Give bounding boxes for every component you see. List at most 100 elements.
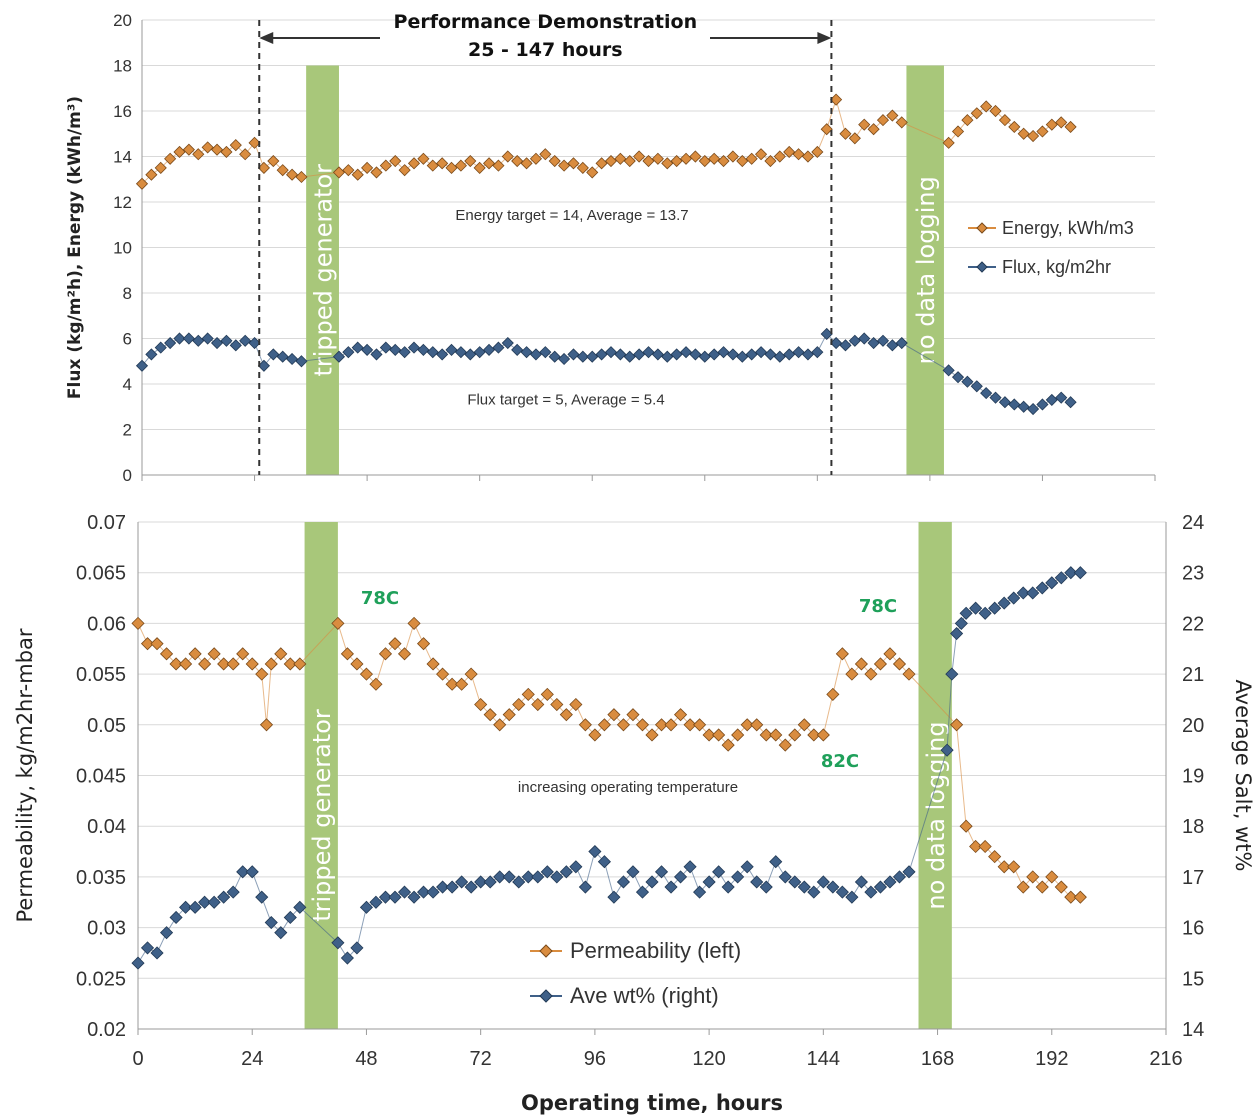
top-y-tick-label-0: 0 [123,466,132,485]
top-flux-point-28 [426,346,439,359]
bottom-permeability-point-66 [778,738,792,752]
temp-label-82c: 82C [821,751,859,772]
bottom-permeability-point-11 [236,647,250,661]
top-energy-point-9 [220,145,233,159]
top-energy-point-44 [576,161,589,174]
top-flux-point-5 [182,332,195,345]
top-flux-point-35 [492,341,505,354]
bottom-permeability-point-89 [1035,880,1049,894]
bottom-wt-point-57 [702,875,716,889]
bottom-permeability-point-90 [1045,870,1059,884]
top-energy-point-43 [567,157,580,170]
bottom-data-marks [131,566,1087,970]
top-flux-point-39 [529,348,543,361]
bottom-left-y-tick-label-5: 0.045 [76,766,126,788]
top-flux-point-1 [145,348,158,361]
bottom-permeability-point-64 [759,728,773,742]
top-energy-point-52 [651,152,664,165]
bottom-permeability-point-5 [179,657,193,671]
top-energy-point-10 [229,139,242,152]
bottom-permeability-point-35 [483,708,497,722]
bottom-permeability-point-45 [578,718,592,732]
x-axis-title: Operating time, hours [521,1091,783,1115]
top-energy-point-13 [257,161,271,174]
bottom-wt-point-27 [416,885,431,899]
bottom-wt-point-64 [769,855,783,869]
bottom-wt-point-14 [264,915,278,930]
bottom-wt-point-88 [1007,591,1021,605]
top-flux-point-69 [811,346,824,359]
top-energy-point-74 [858,118,871,131]
bottom-permeability-point-91 [1054,880,1068,894]
bottom-permeability-point-40 [531,697,545,712]
top-energy-point-36 [501,150,514,163]
bottom-wt-point-2 [150,946,164,960]
top-energy-point-41 [548,154,561,168]
bottom-wt-point-30 [445,880,459,894]
bottom-wt-point-79 [940,743,954,757]
top-flux-point-82 [970,380,983,393]
x-tick-label-5: 120 [692,1048,725,1070]
top-flux-point-73 [848,334,861,347]
top-flux-point-80 [951,371,965,384]
bottom-permeability-point-18 [293,657,307,671]
bottom-chart-panel: tripped generator no data logging 0.020.0… [13,512,1253,1115]
top-energy-point-21 [361,161,374,174]
top-y-tick-label-6: 12 [113,193,132,212]
legend-wt-marker [539,989,553,1003]
bottom-permeability-point-22 [359,667,374,681]
bottom-wt-point-29 [436,880,450,894]
bottom-wt-point-10 [226,885,240,899]
bottom-permeability-point-87 [1016,880,1030,894]
top-y-tick-label-10: 20 [113,11,132,30]
x-tick-labels: 0 24 48 72 96 120 144 168 192 216 [132,1048,1182,1070]
bottom-wt-point-80 [945,667,959,681]
bottom-permeability-point-25 [388,637,402,651]
top-flux-point-62 [745,348,758,361]
bottom-permeability-point-30 [436,667,450,681]
bottom-permeability-point-32 [455,677,469,691]
top-flux-point-84 [989,391,1002,404]
top-flux-point-54 [670,348,683,361]
bottom-permeability-point-6 [188,647,202,661]
bottom-permeability-point-24 [378,647,393,661]
bottom-wt-point-59 [721,880,735,894]
top-flux-point-3 [164,336,177,350]
bottom-permeability-point-15 [264,657,278,671]
bottom-permeability-point-81 [959,819,973,833]
top-flux-point-29 [436,348,449,361]
top-energy-point-27 [417,152,430,165]
bottom-wt-point-4 [169,910,183,925]
bottom-permeability-point-48 [607,708,621,722]
top-energy-point-47 [604,154,618,168]
legend-permeability-marker [539,944,553,958]
bottom-permeability-point-92 [1064,890,1078,904]
top-y-tick-label-7: 14 [113,148,132,167]
bottom-permeability-point-70 [816,728,830,742]
bottom-band-tripped-generator [304,522,338,1029]
top-flux-point-14 [267,348,280,361]
top-flux-point-27 [417,343,430,356]
bottom-wt-point-43 [569,860,583,874]
bottom-wt-point-13 [255,890,269,904]
top-energy-point-61 [736,154,749,168]
bottom-permeability-point-67 [788,728,802,742]
bottom-permeability-point-65 [769,728,783,742]
top-flux-point-83 [980,387,993,400]
bottom-permeability-point-34 [474,697,488,712]
bottom-permeability-point-10 [226,657,240,671]
bottom-wt-point-26 [407,890,421,904]
bottom-wt-point-95 [1073,566,1087,580]
legend-flux-label: Flux, kg/m2hr [1002,257,1111,277]
bottom-permeability-point-17 [283,657,297,671]
top-flux-point-12 [248,336,261,350]
top-flux-point-68 [801,348,815,361]
bottom-wt-point-16 [283,910,297,925]
bottom-right-y-tick-label-3: 17 [1182,867,1204,889]
top-energy-point-4 [173,145,186,159]
top-flux-point-90 [1045,393,1058,406]
bottom-permeability-point-78 [892,657,907,671]
x-tick-label-8: 192 [1035,1048,1068,1070]
top-flux-point-72 [839,339,852,352]
top-flux-point-49 [623,350,636,363]
